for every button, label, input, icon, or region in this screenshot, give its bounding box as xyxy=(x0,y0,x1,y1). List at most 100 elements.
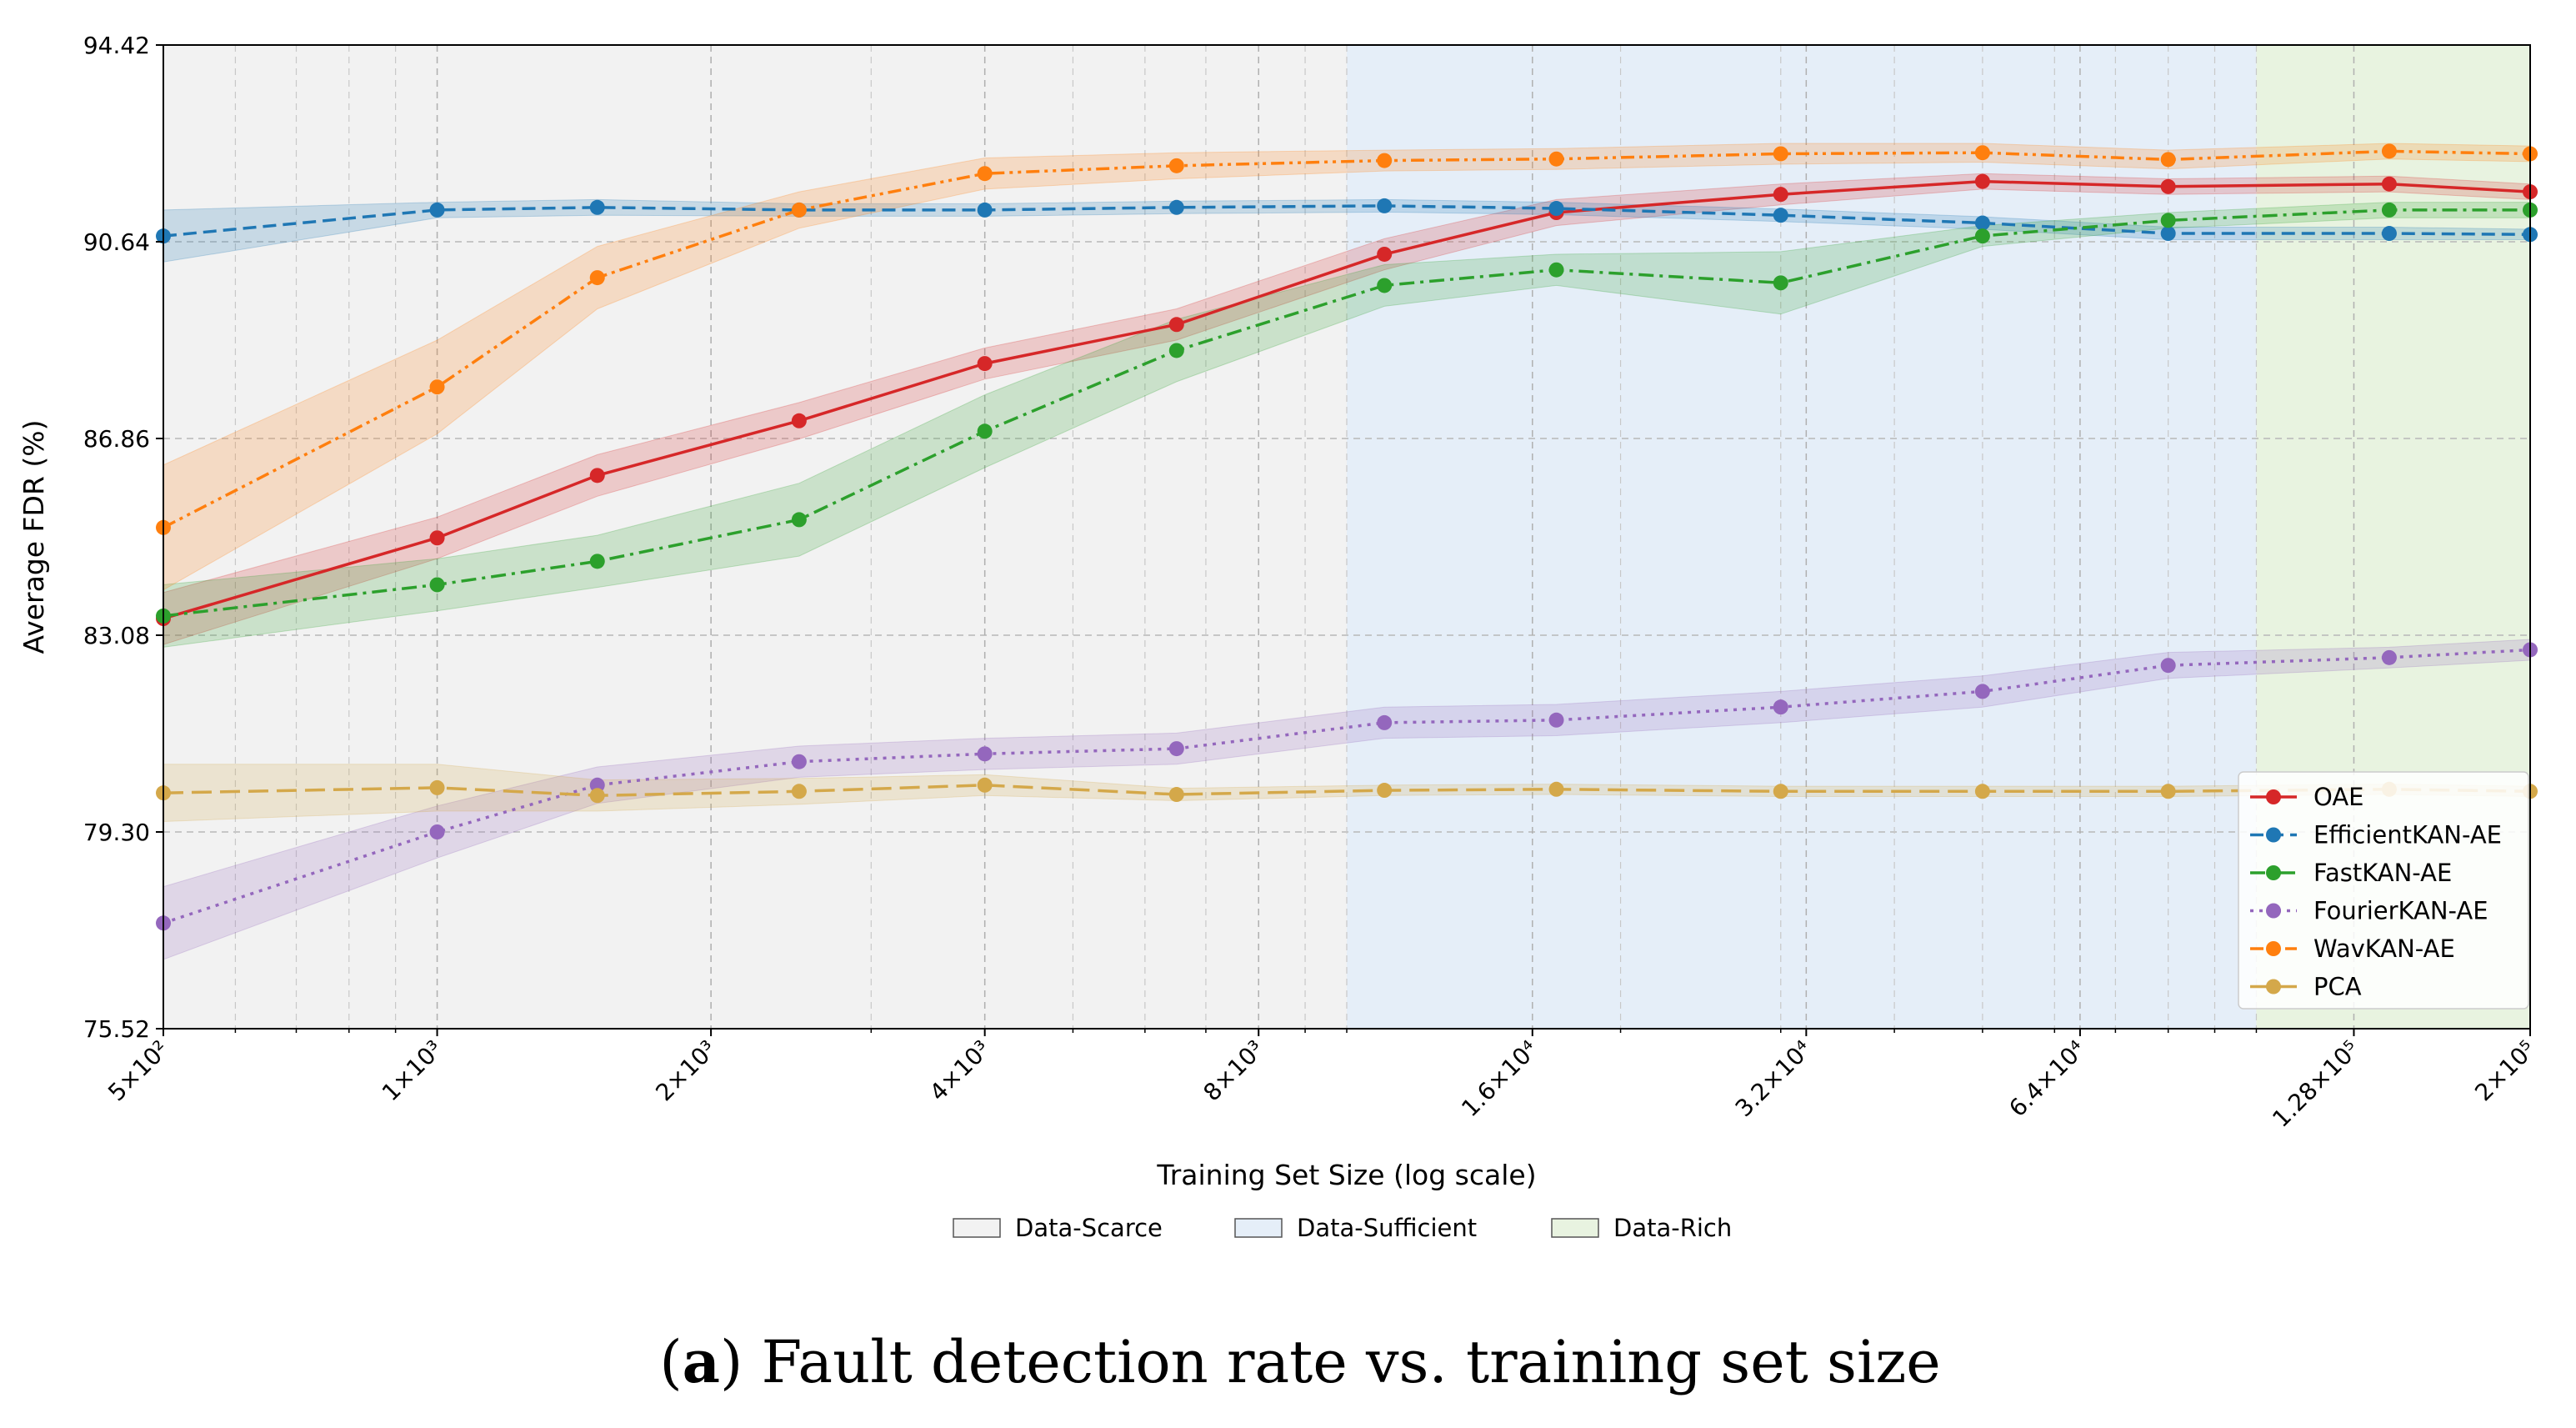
point-efficientkan-ae xyxy=(1377,198,1393,213)
point-efficientkan-ae xyxy=(2160,226,2176,242)
legend-swatch-marker xyxy=(2266,789,2281,804)
point-oae xyxy=(1773,187,1788,203)
y-tick-label: 86.86 xyxy=(83,425,150,453)
point-efficientkan-ae xyxy=(589,199,605,215)
point-efficientkan-ae xyxy=(2381,226,2397,242)
x-axis-ticks: 5×10² 1×10³ 2×10³ 4×10³ 8×10³ 1.6×10⁴ 3.2×10⁴ 6… xyxy=(103,1029,2541,1133)
region-legend-label: Data-Rich xyxy=(1613,1214,1732,1242)
region-legend-swatch xyxy=(1551,1218,1599,1238)
y-tick-label: 75.52 xyxy=(83,1015,150,1043)
point-oae xyxy=(977,356,993,372)
point-wavkan-ae xyxy=(1974,145,1990,161)
caption-label: a xyxy=(683,1327,720,1396)
point-oae xyxy=(2160,178,2176,194)
x-tick-label: 5×10² xyxy=(103,1035,174,1107)
x-tick-label: 4×10³ xyxy=(924,1035,996,1107)
point-oae xyxy=(1168,317,1184,333)
y-tick-label: 94.42 xyxy=(83,32,150,59)
x-tick-label: 8×10³ xyxy=(1198,1035,1270,1107)
legend-swatch-marker xyxy=(2266,979,2281,995)
legend-label: OAE xyxy=(2313,783,2363,811)
region-legend-label: Data-Scarce xyxy=(1015,1214,1163,1242)
band-pca xyxy=(163,764,2530,823)
x-tick-label: 6.4×10⁴ xyxy=(2003,1035,2091,1123)
point-pca xyxy=(791,784,807,799)
point-fastkan-ae xyxy=(2381,202,2397,218)
y-tick-label: 90.64 xyxy=(83,228,150,256)
point-pca xyxy=(1773,784,1788,799)
point-fourierkan-ae xyxy=(1377,714,1393,730)
x-tick-label: 3.2×10⁴ xyxy=(1730,1035,1818,1123)
legend-label: WavKAN-AE xyxy=(2313,934,2455,963)
point-fourierkan-ae xyxy=(1548,712,1564,728)
x-tick-label: 1.28×10⁵ xyxy=(2267,1035,2364,1133)
point-wavkan-ae xyxy=(1548,151,1564,167)
point-fourierkan-ae xyxy=(589,777,605,793)
band-fourierkan-ae xyxy=(163,639,2530,960)
point-fourierkan-ae xyxy=(1974,684,1990,699)
point-fastkan-ae xyxy=(1548,262,1564,278)
point-fourierkan-ae xyxy=(429,824,445,839)
point-fastkan-ae xyxy=(1168,343,1184,358)
point-oae xyxy=(791,413,807,428)
series-points xyxy=(156,143,2538,931)
caption-paren-close: ) xyxy=(720,1328,762,1396)
x-tick-label: 2×10³ xyxy=(650,1035,722,1107)
point-wavkan-ae xyxy=(791,202,807,218)
legend-box xyxy=(2238,771,2529,1010)
x-tick-label: 1×10³ xyxy=(377,1035,448,1107)
point-efficientkan-ae xyxy=(977,202,993,218)
region-legend: Data-Scarce Data-Sufficient Data-Rich xyxy=(953,1214,1732,1242)
legend-swatch-marker xyxy=(2266,827,2281,843)
point-pca xyxy=(1377,783,1393,799)
y-tick-label: 79.30 xyxy=(83,819,150,846)
y-axis-label: Average FDR (%) xyxy=(18,420,50,654)
legend-label: FastKAN-AE xyxy=(2313,859,2452,887)
y-tick-label: 83.08 xyxy=(83,622,150,649)
x-tick-label: 2×10⁵ xyxy=(2469,1035,2541,1107)
point-fastkan-ae xyxy=(1377,278,1393,293)
point-wavkan-ae xyxy=(429,379,445,395)
point-pca xyxy=(1548,781,1564,797)
point-fastkan-ae xyxy=(429,577,445,593)
legend-swatch-marker xyxy=(2266,903,2281,919)
point-fourierkan-ae xyxy=(1773,699,1788,715)
point-fourierkan-ae xyxy=(1168,741,1184,757)
region-data-sufficient xyxy=(1347,45,2257,1029)
series-legend: OAE EfficientKAN-AE FastKAN-AE FourierKAN-A… xyxy=(2238,771,2529,1010)
point-wavkan-ae xyxy=(589,270,605,286)
point-pca xyxy=(429,779,445,795)
point-oae xyxy=(1377,246,1393,262)
point-fastkan-ae xyxy=(1974,228,1990,244)
band-fastkan-ae xyxy=(163,202,2530,648)
point-pca xyxy=(2160,784,2176,799)
legend-label: EfficientKAN-AE xyxy=(2313,821,2502,849)
point-wavkan-ae xyxy=(2160,152,2176,168)
band-wavkan-ae xyxy=(163,143,2530,591)
point-wavkan-ae xyxy=(2381,143,2397,159)
y-axis-ticks: 75.52 79.30 83.08 86.86 90.64 94.42 xyxy=(83,32,163,1043)
point-efficientkan-ae xyxy=(1168,199,1184,215)
x-axis-label: Training Set Size (log scale) xyxy=(1156,1159,1536,1191)
region-legend-swatch xyxy=(953,1218,1001,1238)
legend-swatch-marker xyxy=(2266,941,2281,956)
region-legend-label: Data-Sufficient xyxy=(1297,1214,1477,1242)
point-fourierkan-ae xyxy=(2381,649,2397,665)
point-efficientkan-ae xyxy=(1548,201,1564,217)
point-oae xyxy=(429,530,445,546)
point-fastkan-ae xyxy=(2160,213,2176,228)
point-efficientkan-ae xyxy=(1974,215,1990,231)
legend-label: FourierKAN-AE xyxy=(2313,897,2488,925)
point-efficientkan-ae xyxy=(1773,208,1788,223)
point-oae xyxy=(589,468,605,484)
point-wavkan-ae xyxy=(977,166,993,182)
point-fourierkan-ae xyxy=(2160,658,2176,674)
figure-caption: (a) Fault detection rate vs. training se… xyxy=(659,1327,1940,1396)
point-wavkan-ae xyxy=(1773,146,1788,162)
caption-text: Fault detection rate vs. training set si… xyxy=(762,1328,1941,1396)
caption-paren-open: ( xyxy=(659,1328,682,1396)
point-oae xyxy=(2381,176,2397,192)
point-wavkan-ae xyxy=(1377,153,1393,168)
x-tick-label: 1.6×10⁴ xyxy=(1456,1035,1543,1123)
